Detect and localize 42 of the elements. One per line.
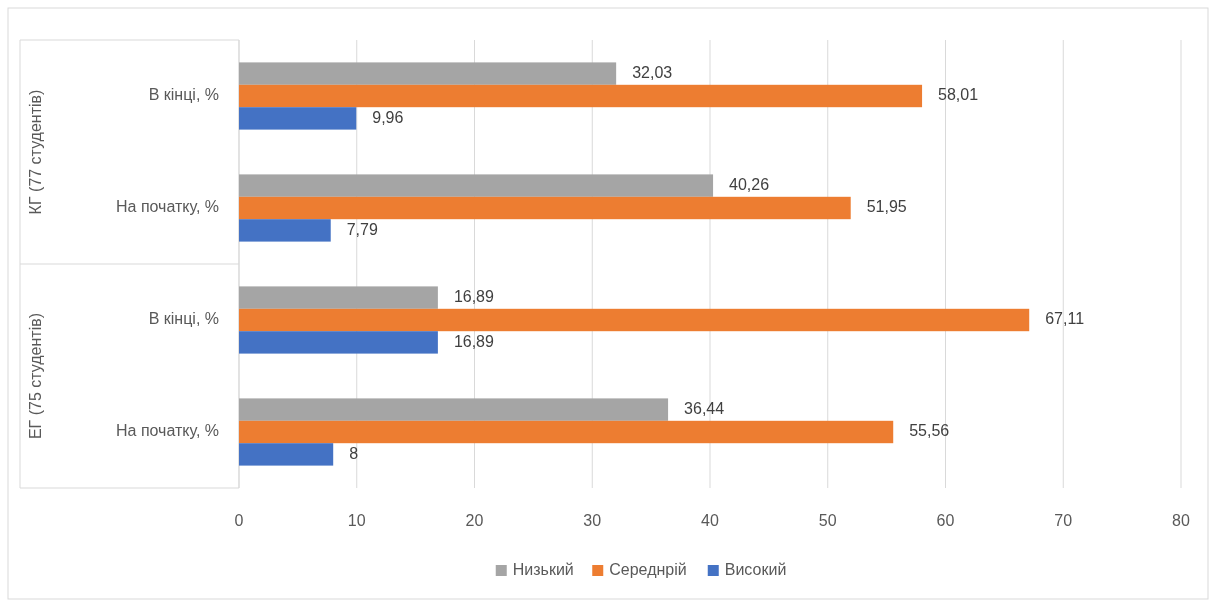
bar bbox=[239, 84, 923, 108]
y-tick-label: На початку, % bbox=[115, 422, 219, 440]
x-tick-label: 30 bbox=[583, 512, 602, 529]
bar bbox=[239, 398, 669, 421]
text: ЕГ (75 студентів) bbox=[27, 312, 45, 440]
y-tick-label: В кінці, % bbox=[148, 310, 219, 328]
bar bbox=[239, 443, 334, 466]
bar bbox=[239, 196, 851, 220]
data-label: 55,56 bbox=[909, 422, 950, 440]
data-label: 16,89 bbox=[453, 287, 495, 305]
data-label: 36,44 bbox=[684, 399, 725, 417]
data-label: 9,96 bbox=[372, 108, 404, 126]
legend-label: Високий bbox=[724, 561, 787, 579]
y-tick-label: В кінці, % bbox=[148, 86, 219, 104]
data-label: 58,01 bbox=[938, 86, 979, 104]
y-tick-label: На початку, % bbox=[115, 198, 219, 216]
bar bbox=[239, 219, 331, 242]
bar bbox=[239, 420, 894, 444]
x-tick-label: 20 bbox=[465, 512, 484, 529]
legend-label: Низький bbox=[512, 561, 574, 579]
data-label: 67,11 bbox=[1045, 310, 1085, 328]
data-label: 16,89 bbox=[453, 332, 495, 350]
data-label: 7,79 bbox=[346, 220, 378, 238]
x-tick-label: 70 bbox=[1054, 512, 1073, 529]
bar bbox=[239, 286, 438, 309]
bar bbox=[239, 62, 617, 85]
x-tick-label: 0 bbox=[234, 512, 244, 529]
data-label: 8 bbox=[349, 444, 359, 462]
data-label: 32,03 bbox=[632, 63, 673, 81]
x-tick-label: 10 bbox=[347, 512, 366, 529]
bar bbox=[239, 174, 714, 197]
x-tick-label: 60 bbox=[936, 512, 955, 529]
x-tick-label: 50 bbox=[818, 512, 837, 529]
bar bbox=[239, 331, 438, 354]
bar bbox=[239, 308, 1030, 332]
text: КГ (77 студентів) bbox=[27, 89, 45, 215]
x-tick-label: 80 bbox=[1172, 512, 1190, 529]
legend-label: Середнрій bbox=[609, 561, 687, 579]
data-label: 40,26 bbox=[729, 175, 770, 193]
bar bbox=[239, 107, 357, 130]
data-label: 51,95 bbox=[866, 198, 907, 216]
x-tick-label: 40 bbox=[701, 512, 719, 529]
